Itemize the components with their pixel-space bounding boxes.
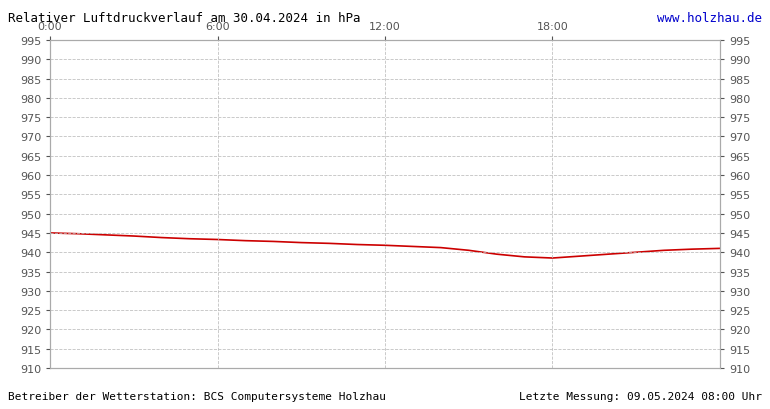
Text: Letzte Messung: 09.05.2024 08:00 Uhr: Letzte Messung: 09.05.2024 08:00 Uhr <box>519 391 762 401</box>
Text: Betreiber der Wetterstation: BCS Computersysteme Holzhau: Betreiber der Wetterstation: BCS Compute… <box>8 391 386 401</box>
Text: Relativer Luftdruckverlauf am 30.04.2024 in hPa: Relativer Luftdruckverlauf am 30.04.2024… <box>8 12 360 25</box>
Text: www.holzhau.de: www.holzhau.de <box>658 12 762 25</box>
